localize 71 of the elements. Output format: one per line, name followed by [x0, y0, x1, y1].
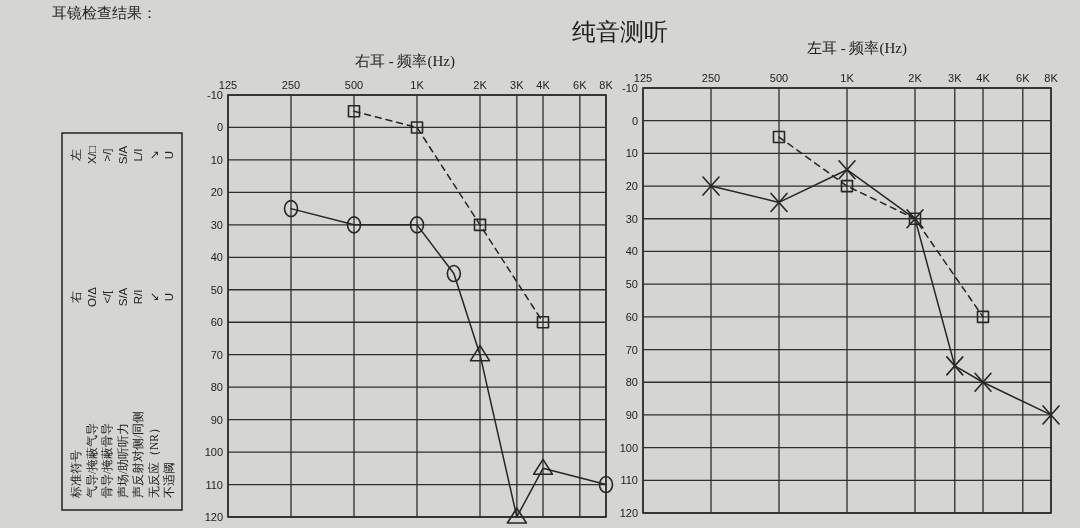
y-tick-label: 30 — [625, 212, 638, 225]
y-tick-label: 90 — [625, 408, 638, 421]
text: O/Δ — [85, 286, 98, 307]
y-tick-label: 20 — [210, 186, 223, 199]
text: 耳镜检查结果： — [52, 5, 157, 21]
text: ↙ — [147, 292, 160, 302]
text: 不适阈 — [163, 462, 175, 498]
text: 左 — [70, 149, 82, 161]
text: X/□ — [85, 146, 98, 164]
x-tick-label: 8K — [599, 79, 614, 91]
x-tick-label: 250 — [701, 72, 721, 84]
y-tick-label: -10 — [207, 89, 223, 101]
x-tick-label: 1K — [410, 79, 425, 91]
y-tick-label: 50 — [210, 283, 223, 296]
y-tick-label: 120 — [204, 511, 223, 523]
text: L/I — [132, 148, 144, 162]
text: </[ — [101, 289, 113, 304]
text: 纯音测听 — [572, 19, 668, 45]
text: S/A — [116, 287, 129, 307]
y-tick-label: 60 — [210, 316, 223, 329]
x-tick-label: 4K — [976, 72, 991, 84]
y-tick-label: 20 — [625, 180, 638, 193]
y-tick-label: 100 — [619, 441, 638, 454]
x-axis-title: 右耳 - 频率(Hz) — [355, 53, 455, 70]
x-tick-label: 500 — [344, 79, 364, 91]
x-tick-label: 500 — [769, 72, 789, 84]
text: 无反应（NR） — [146, 422, 161, 498]
y-tick-label: 40 — [625, 245, 638, 258]
x-tick-label: 3K — [510, 79, 525, 91]
text: R/I — [132, 289, 144, 305]
y-tick-label: 90 — [210, 413, 223, 426]
y-tick-label: 80 — [210, 381, 223, 394]
y-tick-label: 70 — [625, 343, 638, 356]
text: U — [163, 150, 175, 160]
x-tick-label: 3K — [948, 72, 963, 84]
y-tick-label: 110 — [205, 478, 223, 491]
x-tick-label: 6K — [573, 79, 588, 91]
x-tick-label: 4K — [536, 79, 551, 91]
y-tick-label: 30 — [210, 218, 223, 231]
text: 右 — [70, 291, 82, 303]
text: 气导/掩蔽气导 — [85, 422, 98, 498]
y-tick-label: 80 — [625, 376, 638, 389]
y-tick-label: 60 — [625, 310, 638, 323]
x-tick-label: 8K — [1044, 72, 1059, 84]
text: 骨导/掩蔽骨导 — [101, 422, 113, 498]
x-axis-title: 左耳 - 频率(Hz) — [807, 40, 907, 57]
x-tick-label: 1K — [840, 72, 855, 84]
text: ↘ — [147, 150, 160, 160]
y-tick-label: 10 — [625, 147, 638, 160]
y-tick-label: 110 — [620, 474, 638, 487]
text: S/A — [116, 145, 129, 165]
text: U — [163, 292, 175, 302]
y-tick-label: 10 — [210, 153, 223, 166]
x-tick-label: 6K — [1016, 72, 1031, 84]
text: 标准符号 — [70, 450, 82, 499]
y-tick-label: 0 — [631, 114, 638, 127]
text: 声反射对侧/同侧 — [132, 410, 144, 498]
y-tick-label: -10 — [622, 82, 638, 94]
y-tick-label: 120 — [619, 507, 638, 519]
x-tick-label: 2K — [473, 79, 488, 91]
text: >/] — [101, 148, 113, 162]
x-tick-label: 125 — [633, 72, 653, 84]
y-tick-label: 70 — [210, 348, 223, 361]
y-tick-label: 100 — [204, 446, 223, 459]
y-tick-label: 0 — [216, 121, 223, 134]
x-tick-label: 250 — [281, 79, 301, 91]
x-tick-label: 2K — [908, 72, 923, 84]
x-tick-label: 125 — [218, 79, 238, 91]
y-tick-label: 50 — [625, 278, 638, 291]
y-tick-label: 40 — [210, 251, 223, 264]
text: 声场/助听听力 — [116, 422, 129, 498]
